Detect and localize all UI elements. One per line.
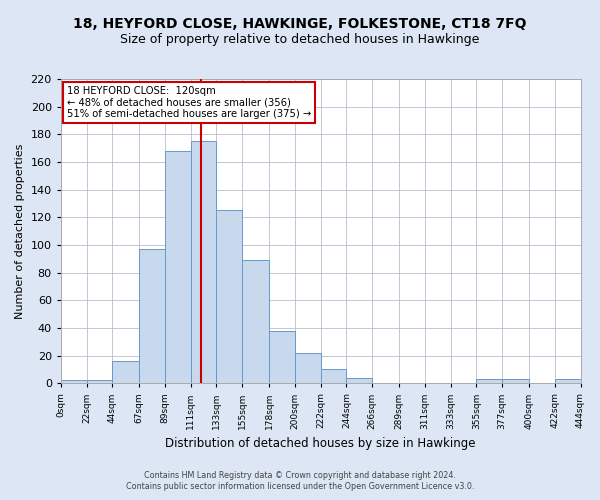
Bar xyxy=(165,151,191,384)
Bar xyxy=(217,210,242,384)
Bar xyxy=(242,260,269,384)
Bar xyxy=(346,378,372,384)
Bar xyxy=(86,380,112,384)
Text: Contains HM Land Registry data © Crown copyright and database right 2024.: Contains HM Land Registry data © Crown c… xyxy=(144,471,456,480)
Bar xyxy=(476,379,502,384)
Bar xyxy=(61,380,86,384)
Bar xyxy=(502,379,529,384)
Text: 18 HEYFORD CLOSE:  120sqm
← 48% of detached houses are smaller (356)
51% of semi: 18 HEYFORD CLOSE: 120sqm ← 48% of detach… xyxy=(67,86,311,119)
Text: Size of property relative to detached houses in Hawkinge: Size of property relative to detached ho… xyxy=(121,32,479,46)
Bar xyxy=(295,353,320,384)
X-axis label: Distribution of detached houses by size in Hawkinge: Distribution of detached houses by size … xyxy=(166,437,476,450)
Bar xyxy=(139,249,165,384)
Y-axis label: Number of detached properties: Number of detached properties xyxy=(15,144,25,319)
Bar xyxy=(320,370,346,384)
Bar xyxy=(112,361,139,384)
Bar xyxy=(555,379,581,384)
Bar xyxy=(269,330,295,384)
Text: Contains public sector information licensed under the Open Government Licence v3: Contains public sector information licen… xyxy=(126,482,474,491)
Bar xyxy=(191,141,217,384)
Text: 18, HEYFORD CLOSE, HAWKINGE, FOLKESTONE, CT18 7FQ: 18, HEYFORD CLOSE, HAWKINGE, FOLKESTONE,… xyxy=(73,18,527,32)
